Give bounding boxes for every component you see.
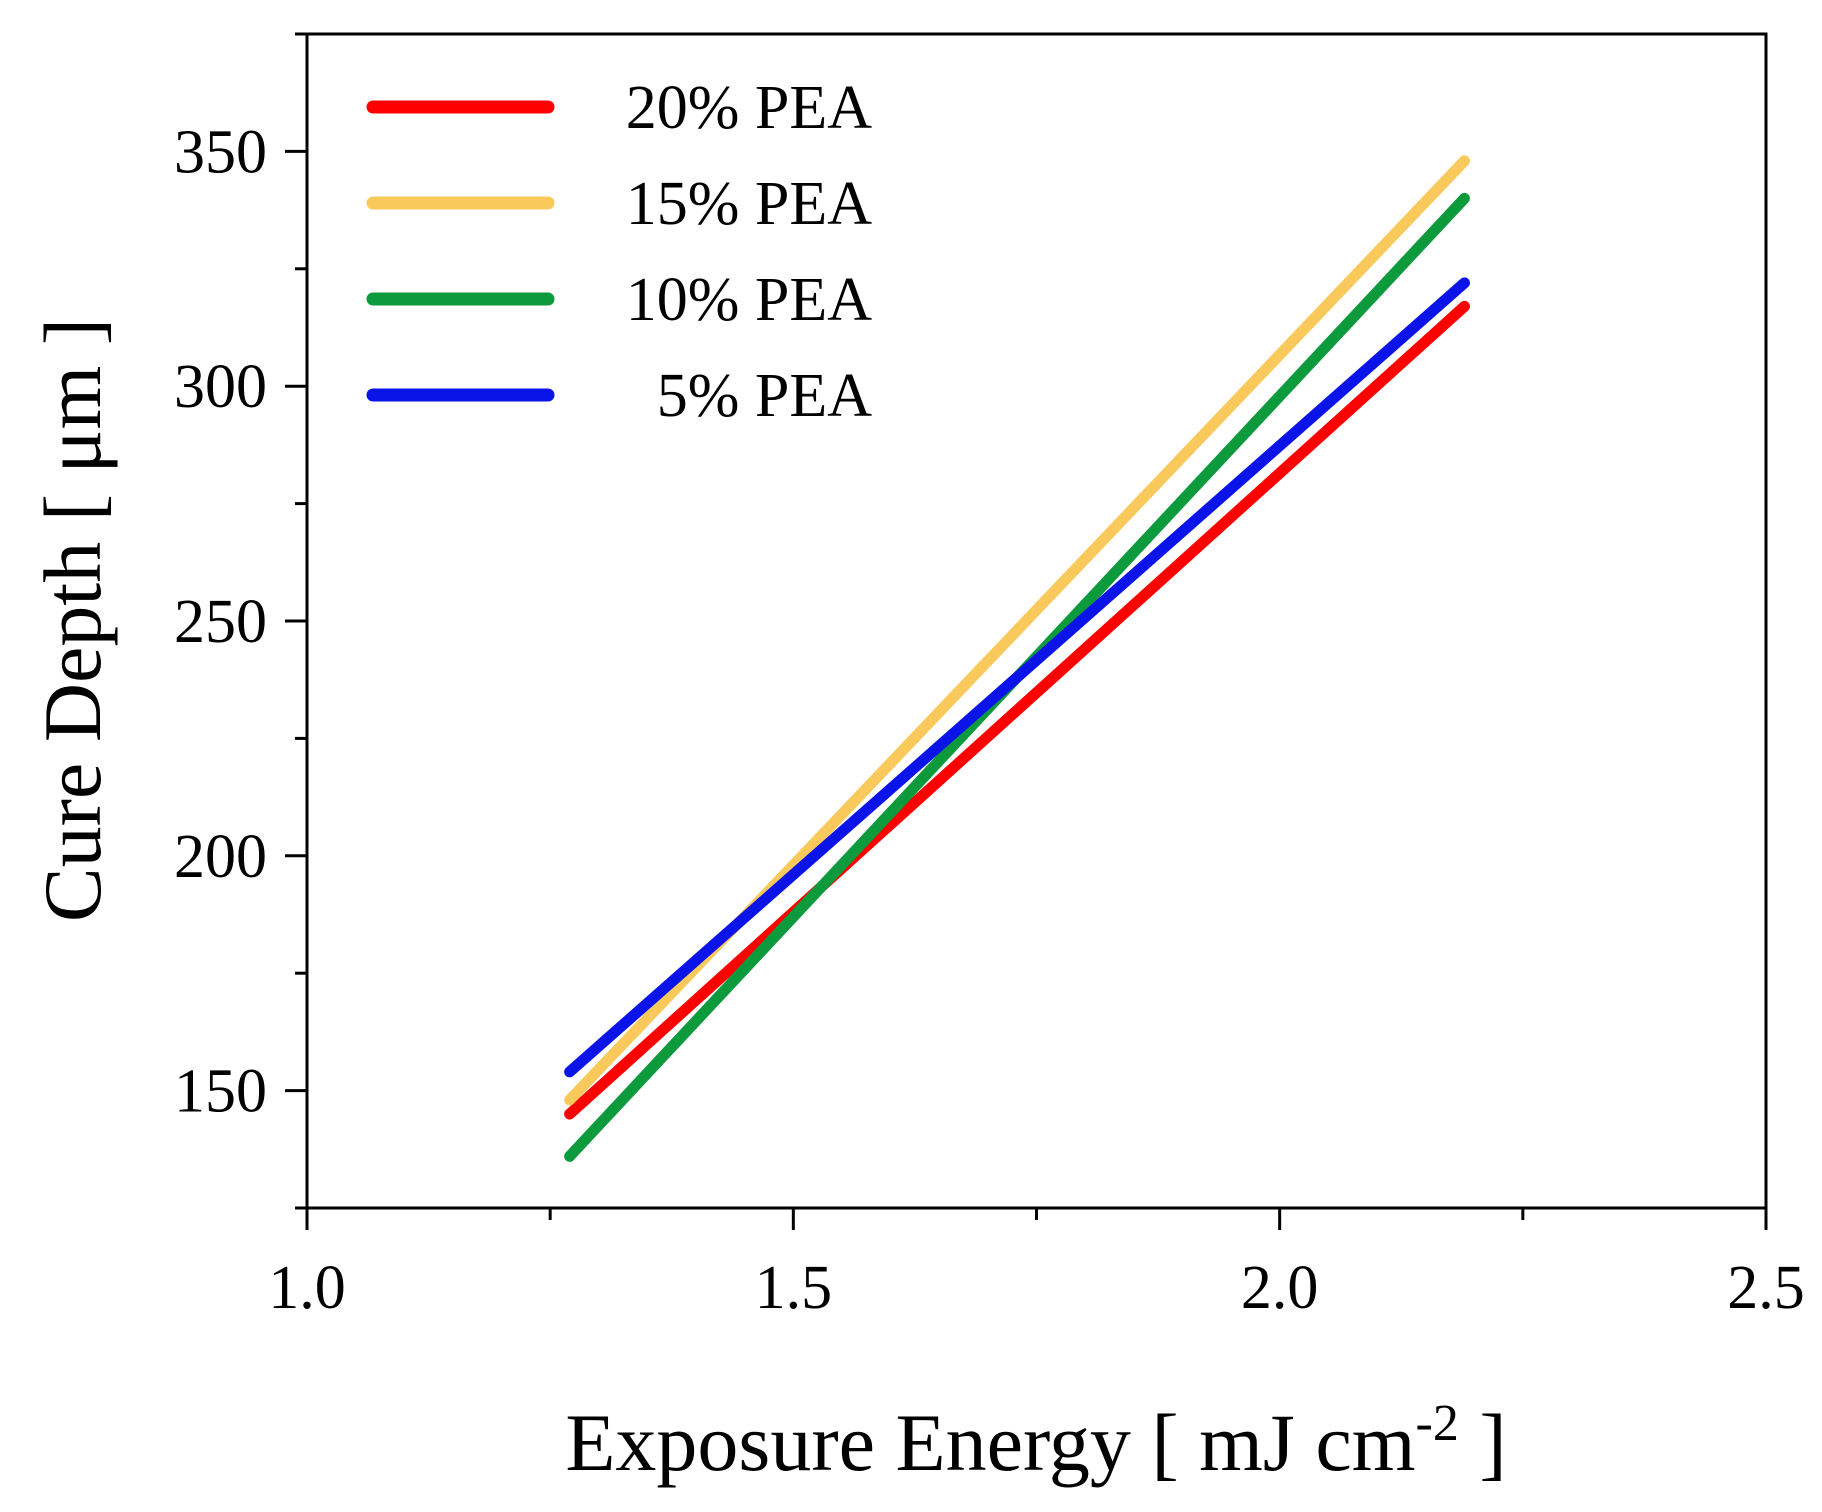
legend-label-0: 20% PEA — [626, 74, 873, 142]
legend-label-1: 15% PEA — [626, 170, 873, 238]
x-tick-label-3: 2.5 — [1727, 1254, 1805, 1322]
y-axis: 150 200 250 300 350 — [174, 32, 307, 1210]
y-tick-label-0: 150 — [174, 1058, 267, 1126]
series-line-3 — [564, 277, 1470, 1078]
x-axis-title-superscript: -2 — [1416, 1395, 1459, 1452]
series-layer — [564, 155, 1470, 1162]
legend: 20% PEA 15% PEA 10% PEA 5% PEA — [366, 74, 873, 430]
x-axis-title-suffix: ] — [1459, 1397, 1507, 1488]
series-line-0 — [564, 300, 1470, 1120]
y-tick-label-3: 300 — [174, 353, 267, 421]
y-tick-label-2: 250 — [174, 588, 267, 656]
x-tick-label-0: 1.0 — [268, 1254, 346, 1322]
y-tick-label-1: 200 — [174, 823, 267, 891]
x-tick-label-1: 1.5 — [755, 1254, 833, 1322]
y-axis-title: Cure Depth [ μm ] — [27, 318, 118, 922]
legend-label-3: 5% PEA — [657, 362, 873, 430]
y-tick-label-4: 350 — [174, 118, 267, 186]
legend-label-2: 10% PEA — [626, 266, 873, 334]
x-axis-title: Exposure Energy [ mJ cm-2 ] — [565, 1395, 1506, 1488]
x-tick-label-2: 2.0 — [1241, 1254, 1319, 1322]
plot-frame — [305, 32, 1768, 1210]
x-axis: 1.0 1.5 2.0 2.5 — [268, 1208, 1805, 1322]
x-axis-title-main: Exposure Energy [ mJ cm — [565, 1397, 1415, 1488]
